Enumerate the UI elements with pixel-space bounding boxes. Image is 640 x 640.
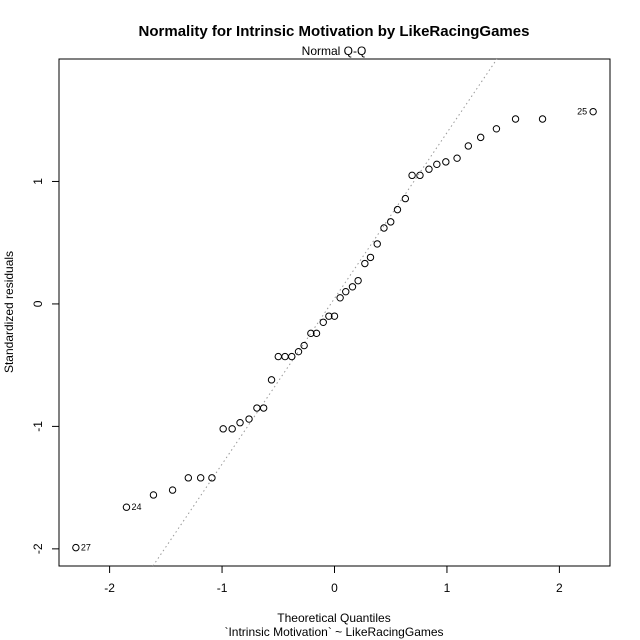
data-point [464,142,473,150]
data-point [387,218,395,226]
data-point [373,240,381,248]
data-point [366,253,375,262]
data-point [300,341,308,350]
data-point [538,115,547,123]
data-point [425,165,433,173]
y-tick-label: -2 [31,543,45,554]
data-point [476,133,485,142]
data-point [228,425,236,433]
data-point [408,171,416,180]
data-point [453,154,461,162]
x-axis: -2 -1 0 1 2 [104,566,563,595]
data-point [208,474,216,482]
data-point [149,491,158,499]
y-axis-label: Standardized residuals [2,251,16,373]
data-point [401,194,410,203]
data-point [253,404,261,412]
data-point [348,283,357,291]
point-label: 24 [131,502,141,512]
x-tick-label: -2 [104,581,115,595]
y-tick-label: 0 [31,300,45,307]
y-axis: -2 -1 0 1 [31,178,59,554]
points-layer: 27 24 25 [72,107,597,553]
data-point [361,259,369,268]
chart-subtitle: Normal Q-Q [302,44,367,58]
data-point [196,474,205,482]
x-tick-label: 1 [444,581,451,595]
data-point [336,294,344,302]
data-point [589,107,597,116]
y-tick-label: 1 [31,178,45,185]
reference-line [152,58,498,567]
data-point [319,318,327,326]
data-point [281,352,289,361]
data-point [393,205,402,214]
data-point [259,404,268,412]
point-label: 25 [577,107,587,117]
data-point [325,312,333,320]
chart-title: Normality for Intrinsic Motivation by Li… [139,23,530,40]
data-point [354,276,362,285]
data-point [267,376,276,384]
reference-line-layer [152,58,498,567]
x-axis-label: Theoretical Quantiles [277,611,390,625]
data-point [312,329,321,338]
data-point [294,347,303,356]
y-tick-label: -1 [31,421,45,432]
data-point [492,125,501,133]
data-point [184,474,193,482]
data-point [442,158,450,166]
x-tick-label: -1 [217,581,228,595]
data-point [274,352,282,361]
data-point [330,312,339,320]
data-point [416,171,424,180]
data-point [72,543,80,552]
data-point [307,329,315,338]
data-point [219,425,227,433]
data-point [342,287,350,296]
point-label: 27 [81,543,91,553]
data-point [236,419,244,427]
data-point [168,486,177,494]
data-point [511,115,520,123]
data-point [433,160,441,169]
data-point [288,352,296,361]
data-point [380,224,388,232]
x-axis-label-formula: `Intrinsic Motivation` ~ LikeRacingGames [224,625,443,639]
x-tick-label: 2 [556,581,563,595]
data-point [245,415,253,423]
data-point [122,503,131,511]
x-tick-label: 0 [331,581,338,595]
